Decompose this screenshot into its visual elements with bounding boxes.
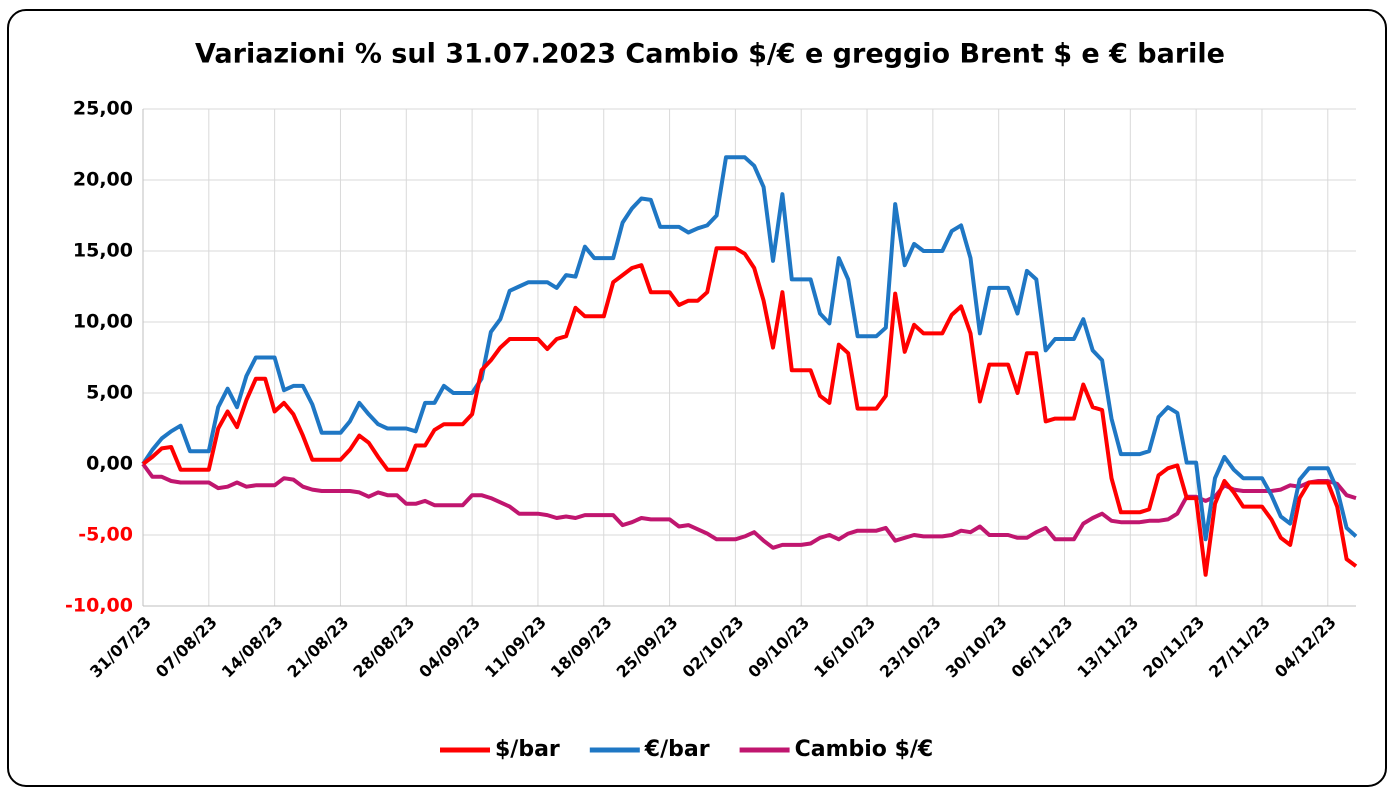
- chart-frame: [7, 9, 1387, 787]
- legend-label: €/bar: [644, 737, 710, 762]
- legend-label: $/bar: [495, 737, 560, 762]
- series-line: [141, 246, 1358, 577]
- chart-title: Variazioni % sul 31.07.2023 Cambio $/€ e…: [195, 39, 1225, 70]
- y-tick-label: 15,00: [73, 240, 133, 262]
- y-tick-label: -5,00: [78, 524, 133, 546]
- y-tick-label: 20,00: [73, 169, 133, 191]
- y-tick-label: 0,00: [86, 453, 133, 475]
- series-line: [141, 155, 1358, 542]
- y-tick-label: 5,00: [86, 382, 133, 404]
- y-tick-label: -10,00: [65, 595, 133, 617]
- y-tick-label: 10,00: [73, 311, 133, 333]
- series-line: [141, 462, 1357, 550]
- y-tick-label: 25,00: [73, 98, 133, 120]
- legend-label: Cambio $/€: [795, 737, 934, 762]
